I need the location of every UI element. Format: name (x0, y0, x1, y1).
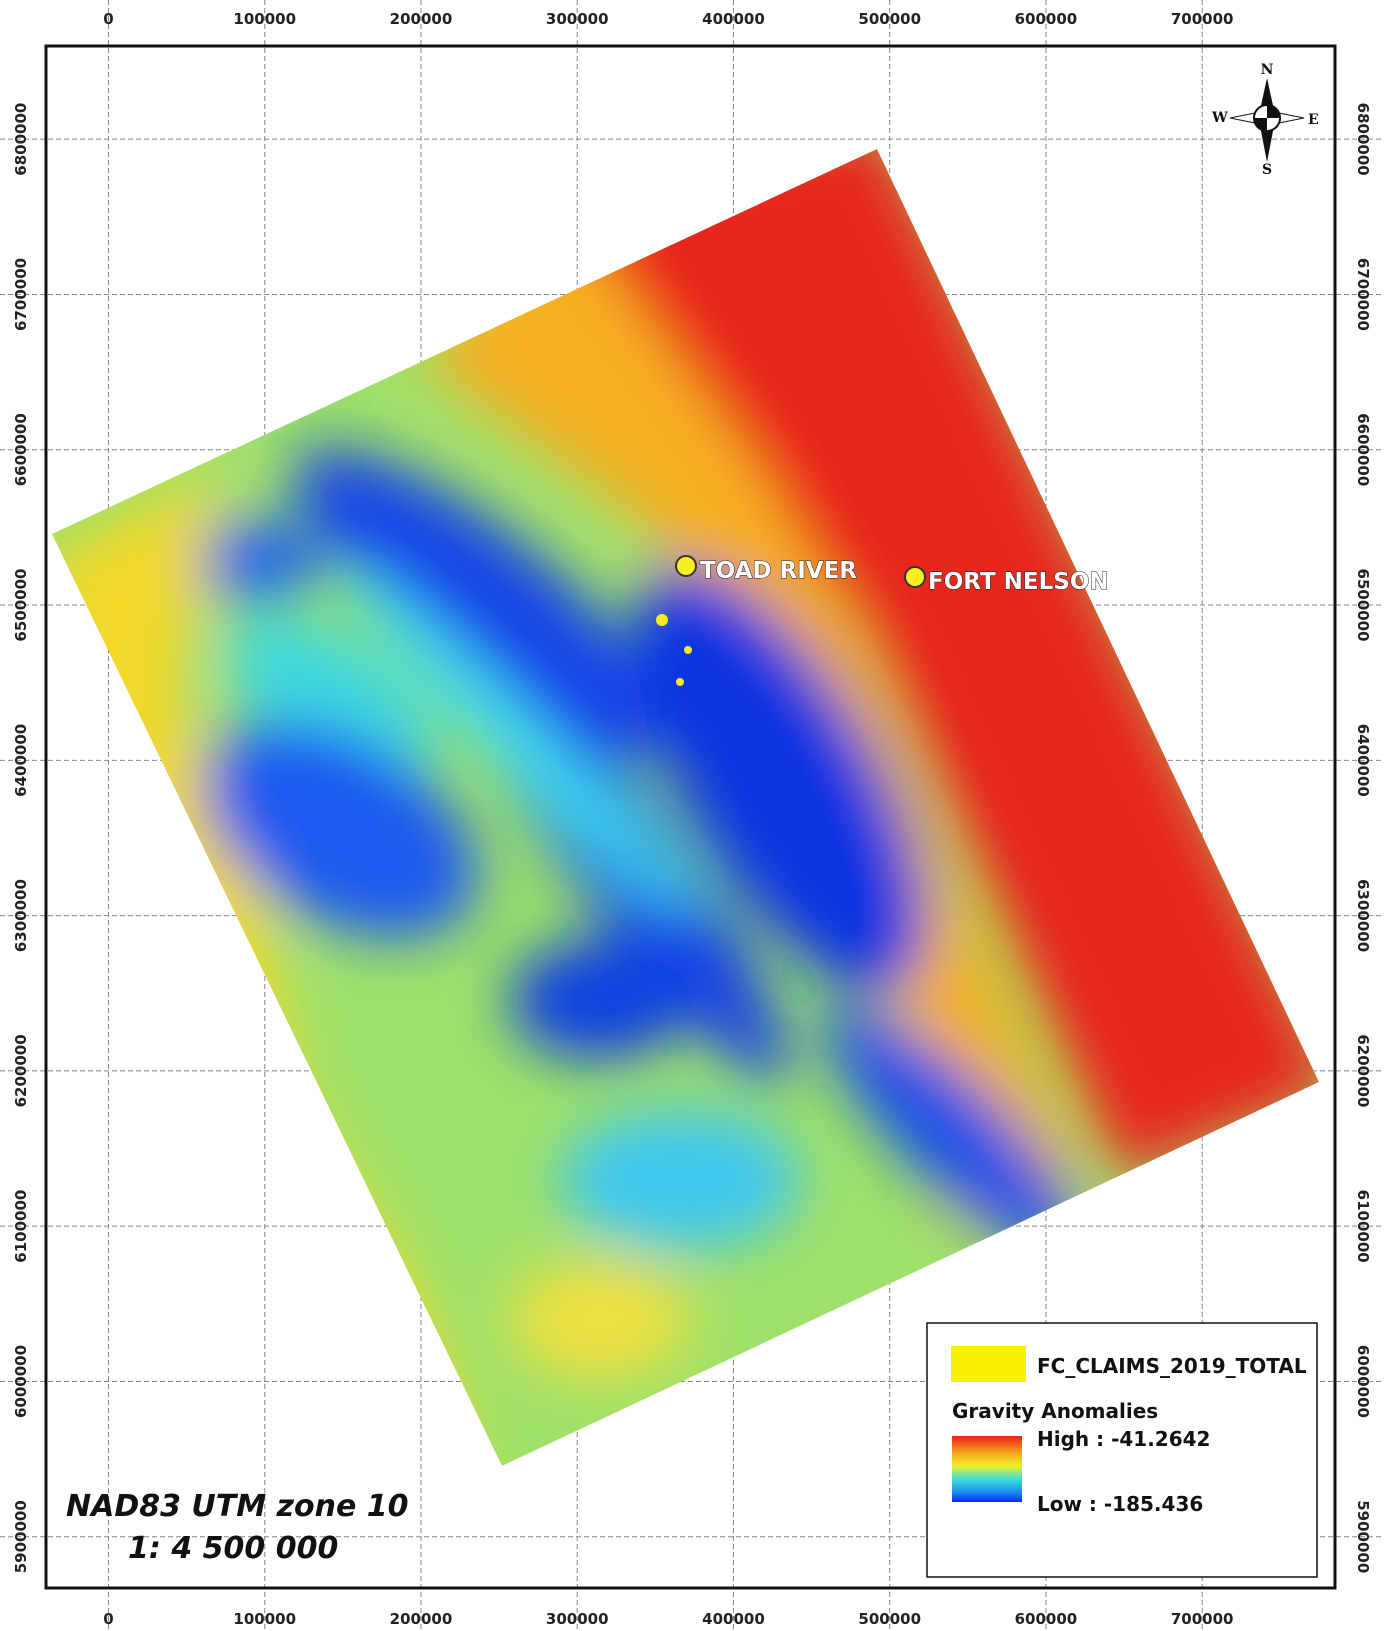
place-label: TOAD RIVER (700, 558, 857, 584)
compass: N S E W (1211, 62, 1319, 178)
compass-s: S (1262, 162, 1272, 178)
y-tick-label: 6500000 (12, 569, 30, 642)
x-tick-label: 300000 (546, 1610, 609, 1628)
legend: FC_CLAIMS_2019_TOTAL Gravity Anomalies H… (927, 1323, 1317, 1577)
x-tick-label: 700000 (1171, 10, 1234, 28)
projection: NAD83 UTM zone 10 (66, 1489, 409, 1524)
y-tick-label: 6200000 (1354, 1034, 1372, 1107)
compass-w: W (1211, 110, 1228, 126)
legend-low: Low : -185.436 (1037, 1492, 1203, 1516)
x-tick-label: 500000 (858, 1610, 921, 1628)
x-tick-label: 700000 (1171, 1610, 1234, 1628)
legend-claims: FC_CLAIMS_2019_TOTAL (1037, 1354, 1307, 1378)
y-tick-label: 6400000 (12, 724, 30, 797)
legend-colorbar (952, 1436, 1022, 1502)
compass-e: E (1308, 112, 1319, 128)
x-tick-label: 600000 (1015, 1610, 1078, 1628)
y-tick-label: 6400000 (1354, 724, 1372, 797)
y-tick-label: 6100000 (12, 1190, 30, 1263)
gravity-raster (40, 120, 1340, 1480)
x-tick-label: 300000 (546, 10, 609, 28)
x-tick-label: 0 (103, 1610, 113, 1628)
compass-n: N (1261, 62, 1274, 78)
y-tick-label: 6300000 (12, 879, 30, 952)
y-tick-label: 5900000 (12, 1500, 30, 1573)
x-tick-label: 500000 (858, 10, 921, 28)
legend-swatch (951, 1346, 1026, 1382)
x-tick-label: 0 (103, 10, 113, 28)
y-tick-label: 6700000 (12, 258, 30, 331)
x-tick-label: 100000 (233, 10, 296, 28)
x-tick-label: 200000 (390, 1610, 453, 1628)
y-tick-label: 6600000 (1354, 413, 1372, 486)
y-tick-label: 6500000 (1354, 569, 1372, 642)
y-tick-label: 5900000 (1354, 1500, 1372, 1573)
x-tick-label: 400000 (702, 1610, 765, 1628)
y-tick-label: 6600000 (12, 413, 30, 486)
legend-high: High : -41.2642 (1037, 1427, 1210, 1451)
x-tick-label: 100000 (233, 1610, 296, 1628)
legend-title: Gravity Anomalies (952, 1399, 1158, 1423)
place-label: FORT NELSON (928, 569, 1109, 595)
x-tick-label: 400000 (702, 10, 765, 28)
map: 0 0 100000 100000 200000 200000 300000 300000 40… (0, 0, 1384, 1631)
map-scale: 1: 4 500 000 (128, 1531, 338, 1566)
y-tick-label: 6700000 (1354, 258, 1372, 331)
y-tick-label: 6800000 (1354, 103, 1372, 176)
y-tick-label: 6300000 (1354, 879, 1372, 952)
y-tick-label: 6100000 (1354, 1190, 1372, 1263)
x-tick-label: 600000 (1015, 10, 1078, 28)
place-marker (676, 556, 696, 576)
y-tick-label: 6200000 (12, 1034, 30, 1107)
y-tick-label: 6000000 (12, 1345, 30, 1418)
y-tick-label: 6800000 (12, 103, 30, 176)
x-tick-label: 200000 (390, 10, 453, 28)
y-tick-label: 6000000 (1354, 1345, 1372, 1418)
place-marker (905, 567, 925, 587)
